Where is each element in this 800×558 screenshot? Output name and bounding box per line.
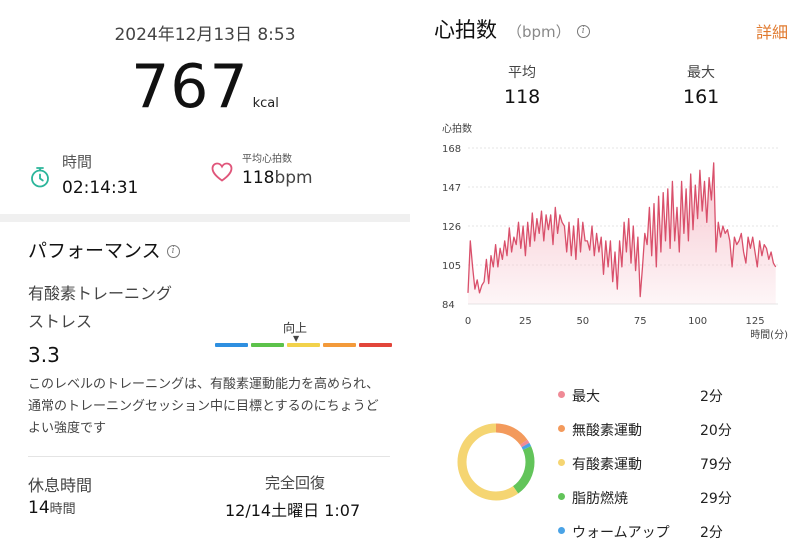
y-tick-label: 147 — [442, 183, 461, 194]
legend-item: 脂肪燃焼 29分 — [558, 487, 798, 507]
divider — [28, 456, 390, 457]
heart-rate-heading: 心拍数 （bpm） i — [434, 14, 590, 44]
legend-zone-name: 有酸素運動 — [572, 457, 642, 473]
y-tick-label: 168 — [442, 144, 461, 155]
workout-datetime: 2024年12月13日 8:53 — [114, 25, 296, 45]
rest-time-value-group: 14時間 — [28, 498, 76, 518]
avg-hr-unit: bpm — [274, 168, 313, 188]
avg-hr-label: 平均心拍数 — [242, 154, 292, 165]
training-stress-label-line1: 有酸素トレーニング — [28, 284, 173, 303]
legend-zone-duration: 79分 — [700, 457, 732, 473]
legend-item: 最大 2分 — [558, 385, 798, 405]
legend-zone-duration: 20分 — [700, 423, 732, 439]
y-tick-label: 84 — [442, 300, 455, 311]
performance-title: パフォーマンス — [28, 240, 161, 262]
rest-time-unit: 時間 — [49, 502, 76, 517]
x-tick-label: 100 — [688, 316, 707, 327]
level-bar-segment — [215, 343, 248, 347]
x-tick-label: 75 — [634, 316, 647, 327]
rest-time-label: 休息時間 — [28, 476, 93, 495]
heart-rate-unit: （bpm） — [507, 23, 571, 41]
legend-zone-name: 脂肪燃焼 — [572, 491, 628, 507]
level-bar-segment — [287, 343, 320, 347]
donut-slice — [457, 423, 535, 501]
legend-zone-name: 無酸素運動 — [572, 423, 642, 439]
level-bar-segment — [323, 343, 356, 347]
calories-value: 767 — [131, 52, 249, 122]
y-tick-label: 126 — [442, 222, 461, 233]
info-icon[interactable]: i — [576, 24, 590, 38]
legend-swatch — [558, 459, 565, 466]
duration-label: 時間 — [62, 153, 93, 171]
legend-zone-duration: 29分 — [700, 491, 732, 507]
hr-avg-value: 118 — [504, 86, 541, 108]
training-stress-label-line2: ストレス — [28, 312, 93, 331]
hr-series-area — [468, 162, 776, 304]
avg-hr-value: 118 — [242, 168, 275, 188]
level-bar-segment — [251, 343, 284, 347]
performance-heading: パフォーマンス i — [28, 236, 180, 263]
calories-display: 767 kcal — [0, 52, 410, 122]
x-tick-label: 0 — [465, 316, 471, 327]
performance-description: このレベルのトレーニングは、有酸素運動能力を高められ、通常のトレーニングセッショ… — [28, 377, 380, 436]
legend-zone-duration: 2分 — [700, 525, 723, 541]
y-axis-label: 心拍数 — [442, 122, 472, 135]
info-icon[interactable]: i — [166, 245, 180, 258]
legend-swatch — [558, 493, 565, 500]
workout-summary-panel: 2024年12月13日 8:53 767 kcal 時間 02:14:31 平均心… — [0, 25, 410, 520]
full-recovery-label: 完全回復 — [265, 474, 326, 492]
legend-item: 有酸素運動 79分 — [558, 453, 798, 473]
rest-time-value: 14 — [28, 498, 50, 518]
level-marker-icon: ▼ — [293, 334, 300, 343]
hr-series-line — [467, 162, 777, 298]
legend-item: 無酸素運動 20分 — [558, 419, 798, 439]
hr-zone-donut-chart — [457, 423, 535, 501]
heart-icon — [211, 162, 233, 182]
hr-max-value: 161 — [683, 86, 720, 108]
full-recovery-value: 12/14土曜日 1:07 — [225, 501, 361, 520]
legend-swatch — [558, 391, 565, 398]
legend-zone-name: ウォームアップ — [572, 525, 670, 541]
calories-unit: kcal — [252, 96, 279, 111]
hr-max-label: 最大 — [687, 65, 715, 81]
x-tick-label: 25 — [519, 316, 532, 327]
stopwatch-icon — [31, 167, 49, 188]
x-tick-label: 50 — [576, 316, 589, 327]
legend-swatch — [558, 425, 565, 432]
duration-value: 02:14:31 — [62, 178, 139, 198]
section-divider — [0, 214, 410, 222]
legend-zone-name: 最大 — [572, 389, 600, 405]
x-axis-label: 時間(分) — [750, 329, 788, 341]
heart-rate-panel: 心拍数 （bpm） i 詳細 平均 118 最大 161 心拍数 168 147 126 1… — [420, 0, 800, 558]
training-stress-value: 3.3 — [28, 343, 60, 367]
donut-slice — [457, 423, 535, 501]
y-tick-label: 105 — [442, 261, 461, 272]
training-stress-label: 有酸素トレーニング ストレス — [28, 280, 228, 336]
legend-swatch — [558, 527, 565, 534]
legend-zone-duration: 2分 — [700, 389, 723, 405]
level-bar-label: 向上 — [283, 321, 308, 335]
heart-rate-title: 心拍数 — [434, 18, 497, 42]
donut-slices — [457, 423, 535, 501]
avg-hr-value-group: 118bpm — [242, 168, 313, 188]
details-link[interactable]: 詳細 — [756, 23, 789, 42]
level-bar-segment — [359, 343, 392, 347]
legend-item: ウォームアップ 2分 — [558, 521, 798, 541]
hr-avg-label: 平均 — [508, 65, 536, 81]
heart-rate-chart: 心拍数 168 147 126 105 84 0 25 50 75 100 125 時間(分) — [442, 122, 788, 341]
x-tick-label: 125 — [745, 316, 764, 327]
